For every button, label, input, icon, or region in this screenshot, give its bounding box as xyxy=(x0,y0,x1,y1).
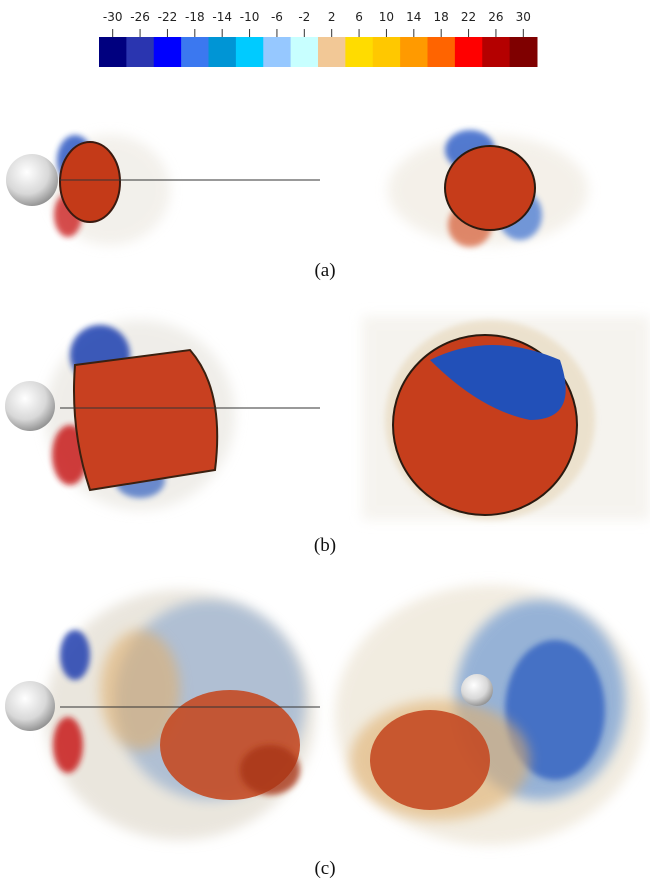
tick-label: 22 xyxy=(461,10,476,24)
figure: -30-26-22-18-14-10-6-226101418222630 xyxy=(0,0,650,884)
render-c-side xyxy=(5,590,320,840)
color-swatch xyxy=(482,37,510,67)
tick-label: 6 xyxy=(355,10,363,24)
color-swatch xyxy=(291,37,319,67)
tick-label: -2 xyxy=(298,10,310,24)
panel-label: (a) xyxy=(314,260,335,281)
render-b-side xyxy=(5,320,320,510)
panel-label: (c) xyxy=(314,858,335,879)
tick-label: -30 xyxy=(103,10,123,24)
tick-label: -18 xyxy=(185,10,205,24)
tick-label: 26 xyxy=(488,10,503,24)
tick-label: 18 xyxy=(434,10,449,24)
render-c-front xyxy=(335,585,645,845)
color-swatch xyxy=(263,37,291,67)
color-swatch xyxy=(154,37,182,67)
tick-label: -14 xyxy=(212,10,232,24)
color-swatch xyxy=(510,37,538,67)
tick-label: 10 xyxy=(379,10,394,24)
color-swatch xyxy=(209,37,237,67)
tick-label: -6 xyxy=(271,10,283,24)
color-swatch xyxy=(99,37,127,67)
color-swatch xyxy=(345,37,373,67)
color-swatch xyxy=(236,37,264,67)
tick-label: -10 xyxy=(240,10,260,24)
panel-label: (b) xyxy=(314,535,336,556)
color-swatch xyxy=(373,37,401,67)
render-a-side xyxy=(6,135,320,245)
color-swatch xyxy=(318,37,346,67)
tick-label: -22 xyxy=(158,10,178,24)
tick-label: 30 xyxy=(516,10,531,24)
render-a-front xyxy=(388,130,588,247)
color-swatch xyxy=(181,37,209,67)
color-swatch xyxy=(428,37,456,67)
tick-label: 2 xyxy=(328,10,336,24)
page: {"colorbar": {"ticks": [-30, -26, -22, -… xyxy=(0,0,650,884)
color-swatch xyxy=(400,37,428,67)
color-swatch xyxy=(455,37,483,67)
tick-label: 14 xyxy=(406,10,421,24)
tick-label: -26 xyxy=(130,10,150,24)
render-b-front xyxy=(362,316,650,520)
color-swatch xyxy=(126,37,154,67)
